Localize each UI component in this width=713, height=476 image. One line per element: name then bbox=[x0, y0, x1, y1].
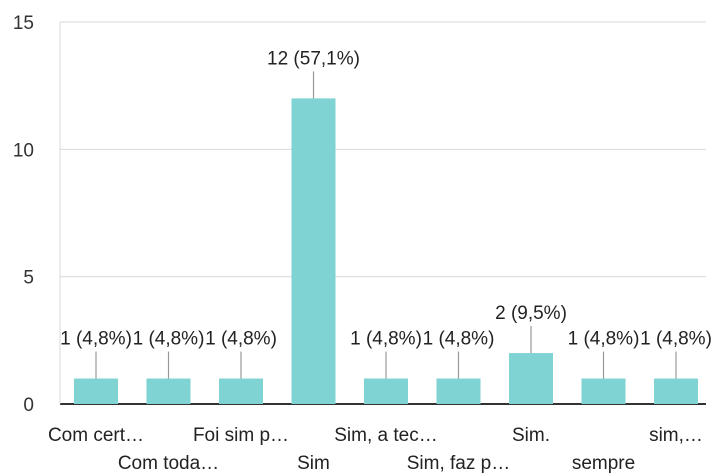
data-label: 1 (4,8%) bbox=[350, 329, 422, 350]
y-tick-label: 15 bbox=[13, 13, 34, 34]
data-label: 1 (4,8%) bbox=[568, 329, 640, 350]
bar bbox=[581, 378, 626, 404]
y-axis-ticks: 0 5 10 15 bbox=[13, 13, 34, 416]
data-label: 12 (57,1%) bbox=[267, 48, 360, 69]
x-category-label: Sim bbox=[297, 453, 330, 474]
data-labels: 1 (4,8%) 1 (4,8%) 1 (4,8%)12 (57,1%)1 (4,8… bbox=[60, 48, 712, 349]
bar bbox=[364, 378, 408, 404]
y-tick-label: 0 bbox=[23, 395, 34, 416]
x-category-label: Sim. bbox=[512, 425, 550, 446]
bar bbox=[654, 378, 698, 404]
data-label: 1 (4,8%) bbox=[60, 329, 132, 350]
x-category-label: Foi sim p… bbox=[193, 425, 289, 446]
data-label: 1 (4,8%) bbox=[423, 329, 495, 350]
data-label-leaders bbox=[95, 71, 677, 379]
x-category-label: Com cert… bbox=[48, 425, 144, 446]
bar bbox=[436, 378, 481, 404]
data-label: 1 (4,8%) bbox=[205, 329, 277, 350]
data-label: 1 (4,8%) bbox=[640, 329, 712, 350]
data-label: 1 (4,8%) bbox=[133, 329, 205, 350]
bar bbox=[219, 378, 263, 404]
bar bbox=[509, 353, 553, 404]
data-label: 2 (9,5%) bbox=[495, 303, 567, 324]
x-category-label: Sim, faz p… bbox=[407, 453, 510, 474]
x-category-label: Sim, a tec… bbox=[334, 425, 437, 446]
bar bbox=[291, 98, 336, 405]
bar bbox=[146, 378, 191, 404]
y-tick-label: 5 bbox=[23, 268, 34, 289]
bar bbox=[74, 378, 118, 404]
bars bbox=[74, 98, 698, 405]
x-category-label: Com toda… bbox=[118, 453, 219, 474]
x-category-label: sempre bbox=[572, 453, 635, 474]
y-tick-label: 10 bbox=[13, 140, 34, 161]
x-category-label: sim,… bbox=[649, 425, 703, 446]
